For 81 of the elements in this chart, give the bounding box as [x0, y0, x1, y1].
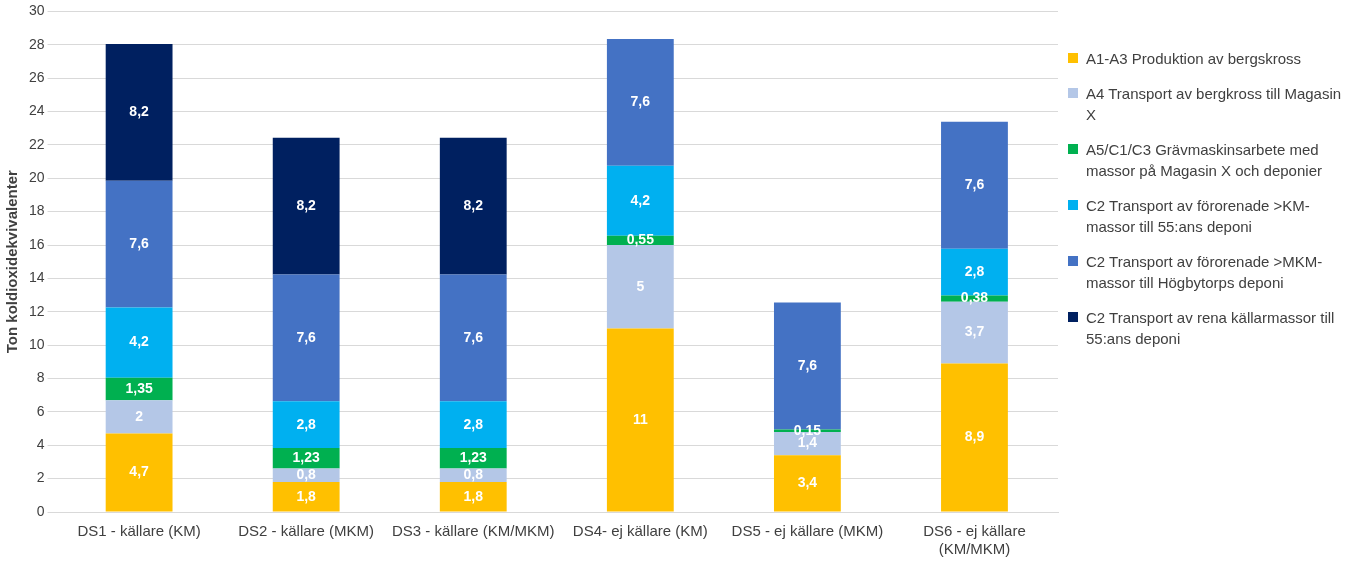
- data-label: 11: [632, 410, 648, 427]
- data-label: 2,8: [463, 415, 484, 432]
- bar: [272, 448, 340, 469]
- y-tick-label: 14: [28, 269, 45, 286]
- bar: [439, 448, 507, 469]
- data-label: 8,2: [296, 196, 317, 213]
- bar: [105, 400, 173, 434]
- data-label: 4,2: [630, 191, 651, 208]
- x-tick-label: DS6 - ej källare (KM/MKM): [923, 522, 1026, 558]
- bar: [941, 121, 1008, 249]
- data-label: 3,7: [964, 323, 985, 340]
- y-tick-label: 22: [28, 135, 45, 152]
- y-tick-label: 0: [36, 502, 45, 519]
- y-tick-label: 16: [28, 235, 45, 252]
- data-label: 7,6: [129, 235, 150, 252]
- data-label: 7,6: [964, 176, 985, 193]
- y-tick-label: 30: [28, 2, 45, 19]
- data-label: 0,8: [463, 466, 484, 483]
- data-label: 0,8: [296, 466, 317, 483]
- data-label: 7,6: [296, 328, 317, 345]
- data-label: 1,23: [292, 449, 321, 466]
- y-tick-label: 24: [28, 102, 45, 119]
- data-label: 3,4: [797, 474, 818, 491]
- y-tick-label: 20: [28, 169, 45, 186]
- bar: [606, 38, 674, 166]
- x-tick-label: DS2 - källare (MKM): [238, 522, 375, 540]
- data-label: 1,35: [125, 379, 153, 396]
- legend-label: C2 Transport av förorenade >MKM-massor till Högbytorps deponi: [1086, 252, 1324, 293]
- y-tick-label: 12: [28, 302, 45, 319]
- x-tick-label: DS3 - källare (KM/MKM): [391, 522, 555, 540]
- data-label: 7,6: [630, 93, 651, 110]
- bar: [105, 307, 173, 378]
- data-label: 8,2: [463, 196, 484, 213]
- y-tick-label: 2: [36, 469, 45, 486]
- bar: [606, 165, 674, 236]
- legend-label: A1-A3 Produktion av bergskross: [1086, 49, 1302, 69]
- legend-label: A5/C1/C3 Grävmaskinsarbete med massor på Magasin X och deponier: [1086, 140, 1323, 181]
- y-axis-title: Ton koldioxidekvivalenter: [3, 169, 21, 354]
- bar: [439, 137, 507, 275]
- x-tick-label: DS1 - källare (KM): [77, 522, 201, 540]
- y-tick-label: 28: [28, 35, 45, 52]
- data-label: 0,15: [793, 421, 822, 438]
- data-label: 2: [135, 407, 144, 424]
- data-label: 4,7: [129, 463, 150, 480]
- bar: [439, 401, 507, 449]
- bar: [941, 363, 1008, 512]
- y-tick-label: 6: [36, 402, 45, 419]
- y-tick-label: 18: [28, 202, 45, 219]
- bar: [773, 455, 841, 512]
- data-label: 7,6: [797, 356, 818, 373]
- y-tick-label: 4: [36, 436, 45, 453]
- bar: [439, 274, 507, 402]
- bar: [439, 481, 507, 512]
- data-label: 2,8: [964, 262, 985, 279]
- data-label: 2,8: [296, 415, 317, 432]
- data-label: 1,8: [463, 487, 484, 504]
- data-label: 5: [636, 277, 645, 294]
- data-label: 1,23: [459, 449, 488, 466]
- legend-label: C2 Transport av rena källarmassor till 55:ans deponi: [1086, 308, 1336, 349]
- y-tick-label: 26: [28, 69, 45, 86]
- bar: [606, 245, 674, 329]
- bar: [105, 43, 173, 181]
- bar: [606, 328, 674, 512]
- data-label: 1,8: [296, 487, 317, 504]
- data-label: 8,9: [964, 428, 985, 445]
- y-tick-label: 10: [28, 335, 45, 352]
- bar: [272, 401, 340, 449]
- bar: [272, 137, 340, 275]
- bar: [105, 180, 173, 308]
- bar: [272, 274, 340, 402]
- data-label: 7,6: [463, 328, 484, 345]
- data-label: 4,2: [129, 333, 150, 350]
- data-label: 8,2: [129, 103, 150, 120]
- data-label: 0,55: [626, 231, 655, 248]
- x-tick-label: DS5 - ej källare (MKM): [731, 522, 884, 540]
- y-tick-label: 8: [36, 369, 45, 386]
- bar: [105, 433, 173, 512]
- legend-label: C2 Transport av förorenade >KM-massor till 55:ans deponi: [1086, 196, 1311, 237]
- bar: [272, 481, 340, 512]
- legend-label: A4 Transport av bergkross till Magasin X: [1086, 84, 1343, 125]
- x-tick-label: DS4- ej källare (KM): [572, 522, 708, 540]
